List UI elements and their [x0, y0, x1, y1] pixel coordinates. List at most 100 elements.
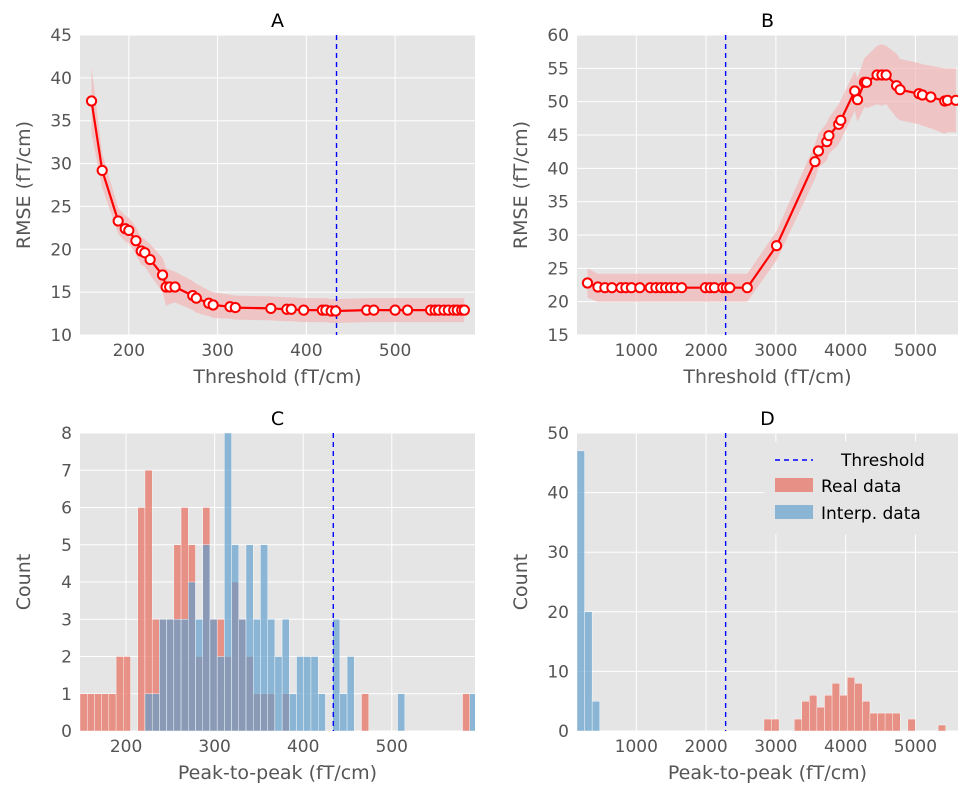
y-tick-label: 45 [50, 26, 72, 46]
x-tick-label: 200 [110, 737, 142, 757]
panel-title: C [271, 408, 284, 430]
x-tick-label: 1000 [615, 341, 658, 361]
y-axis-label: RMSE (fT/cm) [510, 121, 532, 249]
y-tick-label: 10 [547, 662, 569, 682]
plot-area [85, 35, 470, 335]
panel-d: 1000 2000 3000 4000 5000 0 10 20 30 40 50 Peak-to-p… [510, 408, 958, 784]
interp-data-bar [202, 544, 211, 731]
legend-interp-label: Interp. data [821, 504, 921, 524]
x-tick-label: 2000 [684, 737, 727, 757]
data-point [851, 94, 864, 106]
legend-threshold-label: Threshold [840, 451, 925, 471]
data-point [265, 302, 277, 315]
x-tick-label: 300 [198, 737, 230, 757]
data-point [85, 95, 98, 107]
interp-data-bar [195, 619, 203, 731]
plot-area [80, 433, 475, 731]
panel-title: D [760, 408, 775, 430]
data-point [144, 253, 156, 266]
y-tick-label: 7 [61, 461, 72, 481]
interp-data-bar [209, 619, 218, 731]
interp-data-bar [245, 544, 254, 731]
interp-data-bar [310, 656, 319, 731]
interp-data-bar [317, 693, 326, 731]
real-data-bar [846, 677, 855, 731]
y-tick-label: 0 [558, 722, 569, 742]
x-axis-label: Peak-to-peak (fT/cm) [178, 762, 377, 784]
interp-data-bar [166, 619, 175, 731]
y-axis-label: Count [510, 554, 532, 610]
y-tick-label: 10 [50, 326, 72, 346]
interp-data-bar [303, 656, 312, 731]
interp-data-bar [584, 611, 593, 731]
x-tick-label: 400 [287, 737, 319, 757]
interp-data-bar [591, 701, 600, 731]
x-tick-label: 300 [201, 341, 233, 361]
data-point [581, 277, 594, 289]
real-data-bar [87, 693, 95, 731]
real-data-bar [884, 712, 893, 731]
y-tick-label: 6 [61, 499, 72, 519]
y-tick-label: 60 [547, 26, 569, 46]
interp-data-bar [260, 544, 268, 731]
interp-data-bar [216, 656, 225, 731]
data-point [229, 301, 241, 314]
data-point [298, 304, 310, 316]
data-point [169, 281, 181, 293]
y-tick-label: 20 [547, 293, 569, 313]
y-tick-label: 35 [50, 112, 72, 132]
real-data-bar [839, 695, 848, 731]
real-data-bar [801, 701, 810, 731]
plot-area [581, 35, 958, 335]
x-tick-label: 400 [290, 341, 322, 361]
data-point [860, 76, 873, 88]
y-tick-label: 40 [50, 69, 72, 89]
x-tick-label: 500 [379, 341, 411, 361]
real-data-bar [809, 695, 818, 731]
data-point [207, 299, 219, 311]
data-point [123, 224, 135, 237]
data-point [925, 91, 937, 103]
real-data-bar [144, 470, 153, 731]
y-tick-label: 1 [61, 685, 72, 705]
y-tick-label: 4 [61, 573, 72, 593]
data-point [823, 130, 835, 142]
y-tick-label: 25 [50, 197, 72, 217]
data-point [156, 269, 169, 281]
y-tick-label: 15 [547, 326, 569, 346]
real-data-bar [862, 701, 871, 731]
y-tick-label: 50 [547, 93, 569, 113]
legend-interp-swatch [775, 505, 813, 519]
real-data-bar [771, 718, 780, 731]
plot-background [80, 35, 475, 335]
y-tick-label: 25 [547, 259, 569, 279]
y-tick-label: 45 [547, 126, 569, 146]
y-axis-label: RMSE (fT/cm) [13, 121, 35, 249]
legend-real-swatch [775, 478, 813, 492]
y-axis-label: Count [13, 554, 35, 610]
data-point [894, 84, 906, 96]
interp-data-bar [296, 656, 304, 731]
x-tick-label: 500 [376, 737, 408, 757]
real-data-bar [854, 683, 863, 731]
interp-data-bar [397, 693, 406, 731]
interp-data-bar [281, 619, 290, 731]
real-data-bar [137, 507, 146, 731]
interp-data-bar [332, 619, 341, 731]
interp-data-bar [289, 693, 297, 731]
interp-data-bar [188, 581, 196, 731]
interp-data-bar [151, 693, 160, 731]
x-tick-label: 1000 [615, 737, 658, 757]
data-point [389, 304, 401, 316]
x-tick-label: 5000 [894, 341, 937, 361]
real-data-bar [361, 693, 369, 731]
y-tick-label: 8 [61, 424, 72, 444]
interp-data-bar [346, 656, 355, 731]
real-data-bar [907, 718, 916, 731]
interp-data-bar [159, 619, 167, 731]
data-point [368, 304, 380, 316]
data-point [330, 305, 342, 317]
interp-data-bar [238, 619, 247, 731]
real-data-bar [115, 656, 124, 731]
